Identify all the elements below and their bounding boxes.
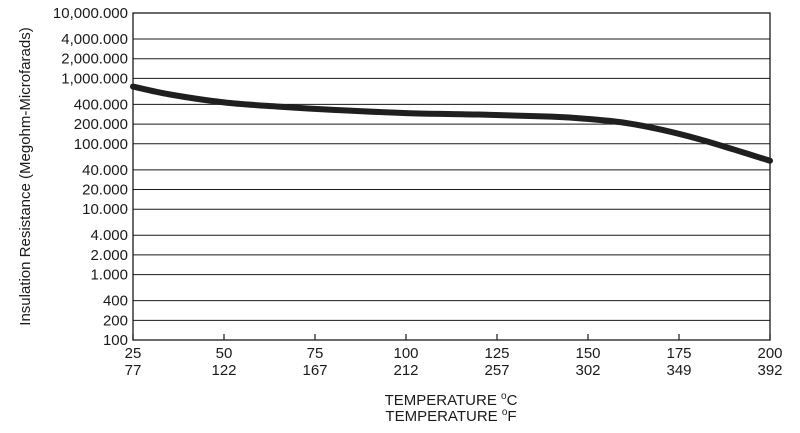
x-tick-label-fahrenheit: 257	[484, 362, 509, 379]
y-tick-label: 10.000	[82, 201, 128, 218]
y-tick-label: 2.000	[90, 247, 128, 264]
y-tick-label: 10,000.000	[53, 5, 128, 22]
x-axis-title-celsius: TEMPERATURE oC	[385, 391, 518, 409]
x-axis-title-fahrenheit: TEMPERATURE oF	[385, 407, 516, 425]
x-tick-label-celsius: 50	[216, 345, 233, 362]
x-tick-label-fahrenheit: 167	[302, 362, 327, 379]
x-tick-label-celsius: 25	[125, 345, 142, 362]
x-tick-label-celsius: 175	[666, 345, 691, 362]
y-tick-label: 1,000.000	[61, 70, 128, 87]
grid-lines	[132, 12, 771, 341]
x-tick-label-fahrenheit: 212	[393, 362, 418, 379]
x-tick-label-celsius: 100	[393, 345, 418, 362]
y-axis-tick-labels: 10,000.000 4,000.000 2,000.000 1,000.000 400…	[53, 5, 128, 349]
x-tick-label-celsius: 200	[757, 345, 782, 362]
y-tick-label: 1.000	[90, 267, 128, 284]
x-tick-label-fahrenheit: 77	[125, 362, 142, 379]
x-tick-label-celsius: 150	[575, 345, 600, 362]
y-tick-label: 400.000	[74, 96, 128, 113]
y-tick-label: 40.000	[82, 162, 128, 179]
x-tick-label-fahrenheit: 122	[211, 362, 236, 379]
y-tick-label: 4,000.000	[61, 31, 128, 48]
y-tick-label: 100.000	[74, 136, 128, 153]
y-tick-label: 4.000	[90, 227, 128, 244]
plot-frame	[132, 12, 771, 341]
y-tick-label: 2,000.000	[61, 51, 128, 68]
y-tick-label: 200	[103, 312, 128, 329]
y-axis-title: Insulation Resistance (Megohm-Microfarad…	[17, 27, 34, 325]
series-line	[130, 83, 773, 164]
x-tick-label-celsius: 75	[307, 345, 324, 362]
y-tick-label: 200.000	[74, 116, 128, 133]
y-tick-label: 100	[103, 332, 128, 349]
x-tick-label-celsius: 125	[484, 345, 509, 362]
x-tick-label-fahrenheit: 349	[666, 362, 691, 379]
x-tick-label-fahrenheit: 302	[575, 362, 600, 379]
y-tick-label: 20.000	[82, 182, 128, 199]
y-tick-label: 400	[103, 293, 128, 310]
x-tick-label-fahrenheit: 392	[757, 362, 782, 379]
